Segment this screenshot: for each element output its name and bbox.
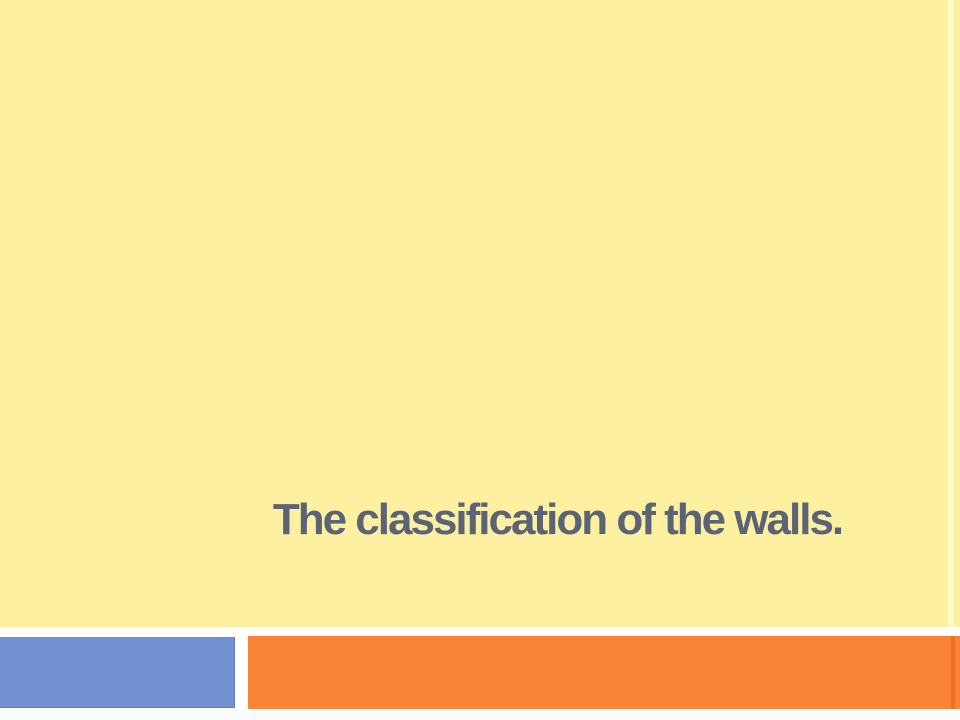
slide-right-edge-highlight bbox=[948, 0, 954, 627]
footer-accent-blue-bar bbox=[0, 637, 235, 708]
orange-bar-edge-stripe bbox=[951, 636, 955, 709]
slide-background bbox=[0, 0, 960, 627]
footer-white-strip bbox=[0, 709, 960, 720]
slide-title: The classification of the walls. bbox=[272, 495, 844, 544]
footer-accent-orange-bar bbox=[248, 636, 960, 709]
